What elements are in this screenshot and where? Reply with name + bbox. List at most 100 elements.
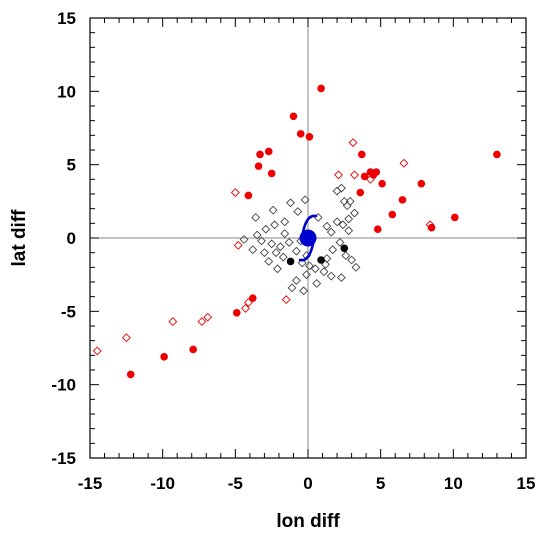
data-point-diamond xyxy=(233,240,243,250)
data-point-diamond xyxy=(299,286,309,296)
cyclone-icon xyxy=(298,214,318,262)
data-point-circle xyxy=(264,147,273,156)
data-point-diamond xyxy=(297,258,307,268)
x-tick-label: 5 xyxy=(376,474,385,493)
data-point-diamond xyxy=(278,252,288,262)
data-point-circle xyxy=(388,210,397,219)
data-point-diamond xyxy=(312,279,322,288)
data-point-diamond xyxy=(336,183,346,193)
data-point-circle xyxy=(254,162,263,170)
data-point-circle xyxy=(360,172,369,181)
data-point-diamond xyxy=(350,208,359,218)
data-point-diamond xyxy=(348,138,358,148)
data-point-circle xyxy=(493,150,501,159)
cyclone-arm-bottom xyxy=(298,242,315,262)
cyclone-core xyxy=(299,229,317,247)
data-point-diamond xyxy=(341,251,351,261)
data-point-diamond xyxy=(271,248,281,258)
data-point-circle xyxy=(160,353,168,361)
data-point-diamond xyxy=(345,196,355,206)
data-point-circle xyxy=(296,130,305,138)
data-point-diamond xyxy=(335,237,345,247)
data-point-circle xyxy=(357,150,366,159)
y-tick-label: -15 xyxy=(51,449,76,468)
data-point-diamond xyxy=(291,246,301,256)
cyclone-arm-top xyxy=(301,214,318,234)
data-point-circle xyxy=(286,257,295,266)
data-point-diamond xyxy=(121,333,131,343)
data-point-diamond xyxy=(251,213,261,222)
data-point-diamond xyxy=(268,205,278,215)
data-point-diamond xyxy=(241,303,250,313)
x-tick-label: -5 xyxy=(228,474,243,493)
data-point-diamond xyxy=(399,158,409,168)
data-point-diamond xyxy=(339,196,349,206)
data-point-diamond xyxy=(338,220,348,230)
data-point-circle xyxy=(427,223,436,232)
data-point-diamond xyxy=(168,317,178,327)
data-point-circle xyxy=(289,112,298,121)
data-point-circle xyxy=(126,370,135,379)
data-point-diamond xyxy=(344,214,354,224)
data-point-circle xyxy=(317,84,325,93)
data-point-circle xyxy=(398,196,407,204)
data-point-circle xyxy=(417,179,426,188)
data-point-diamond xyxy=(264,257,274,266)
data-point-diamond xyxy=(281,295,291,305)
data-point-diamond xyxy=(332,217,342,227)
y-tick-label: -5 xyxy=(61,302,76,321)
data-point-circle xyxy=(340,244,349,253)
data-point-circle xyxy=(244,191,253,200)
x-axis-title: lon diff xyxy=(276,511,340,532)
data-point-circle xyxy=(248,294,257,302)
data-point-diamond xyxy=(332,186,342,196)
data-point-diamond xyxy=(302,270,311,280)
data-point-diamond xyxy=(291,276,301,285)
data-point-diamond xyxy=(322,254,332,263)
data-point-diamond xyxy=(261,224,271,234)
y-tick-label: 10 xyxy=(57,82,76,101)
data-point-diamond xyxy=(273,264,282,274)
y-axis-title: lat diff xyxy=(9,209,30,267)
data-point-diamond xyxy=(310,264,320,274)
data-point-diamond xyxy=(287,283,297,293)
data-point-diamond xyxy=(275,242,285,252)
data-point-circle xyxy=(256,150,264,159)
data-point-circle xyxy=(189,345,197,354)
data-point-diamond xyxy=(252,230,262,240)
data-point-diamond xyxy=(230,188,240,197)
data-point-diamond xyxy=(300,195,310,205)
y-tick-label: 0 xyxy=(67,229,76,248)
x-tick-label: 15 xyxy=(517,474,536,493)
data-point-circle xyxy=(267,169,276,178)
data-point-circle xyxy=(373,225,382,233)
data-point-diamond xyxy=(334,170,343,180)
data-point-diamond xyxy=(319,267,329,277)
data-point-diamond xyxy=(344,226,354,236)
data-point-diamond xyxy=(342,201,352,211)
data-point-diamond xyxy=(203,312,213,322)
data-point-circle xyxy=(232,309,241,317)
data-point-diamond xyxy=(280,217,290,227)
data-point-diamond xyxy=(351,262,361,272)
data-point-diamond xyxy=(284,237,294,247)
x-tick-label: -10 xyxy=(150,474,175,493)
data-point-diamond xyxy=(197,317,207,327)
data-point-diamond xyxy=(336,273,346,283)
y-tick-label: 15 xyxy=(57,9,76,28)
data-point-circle xyxy=(450,213,459,222)
x-tick-label: 0 xyxy=(303,474,312,493)
data-point-circle xyxy=(378,179,386,188)
data-point-diamond xyxy=(347,255,357,265)
data-point-circle xyxy=(372,168,381,176)
y-axis-tick-labels: -15 -10 -5 0 5 10 15 xyxy=(51,9,76,468)
x-tick-label: -15 xyxy=(78,474,103,493)
data-point-diamond xyxy=(239,235,249,244)
data-point-diamond xyxy=(293,207,303,217)
data-point-diamond xyxy=(267,239,277,249)
data-point-diamond xyxy=(350,170,359,180)
data-point-circle xyxy=(317,256,325,264)
data-point-diamond xyxy=(280,229,290,239)
y-tick-label: -10 xyxy=(51,376,76,395)
